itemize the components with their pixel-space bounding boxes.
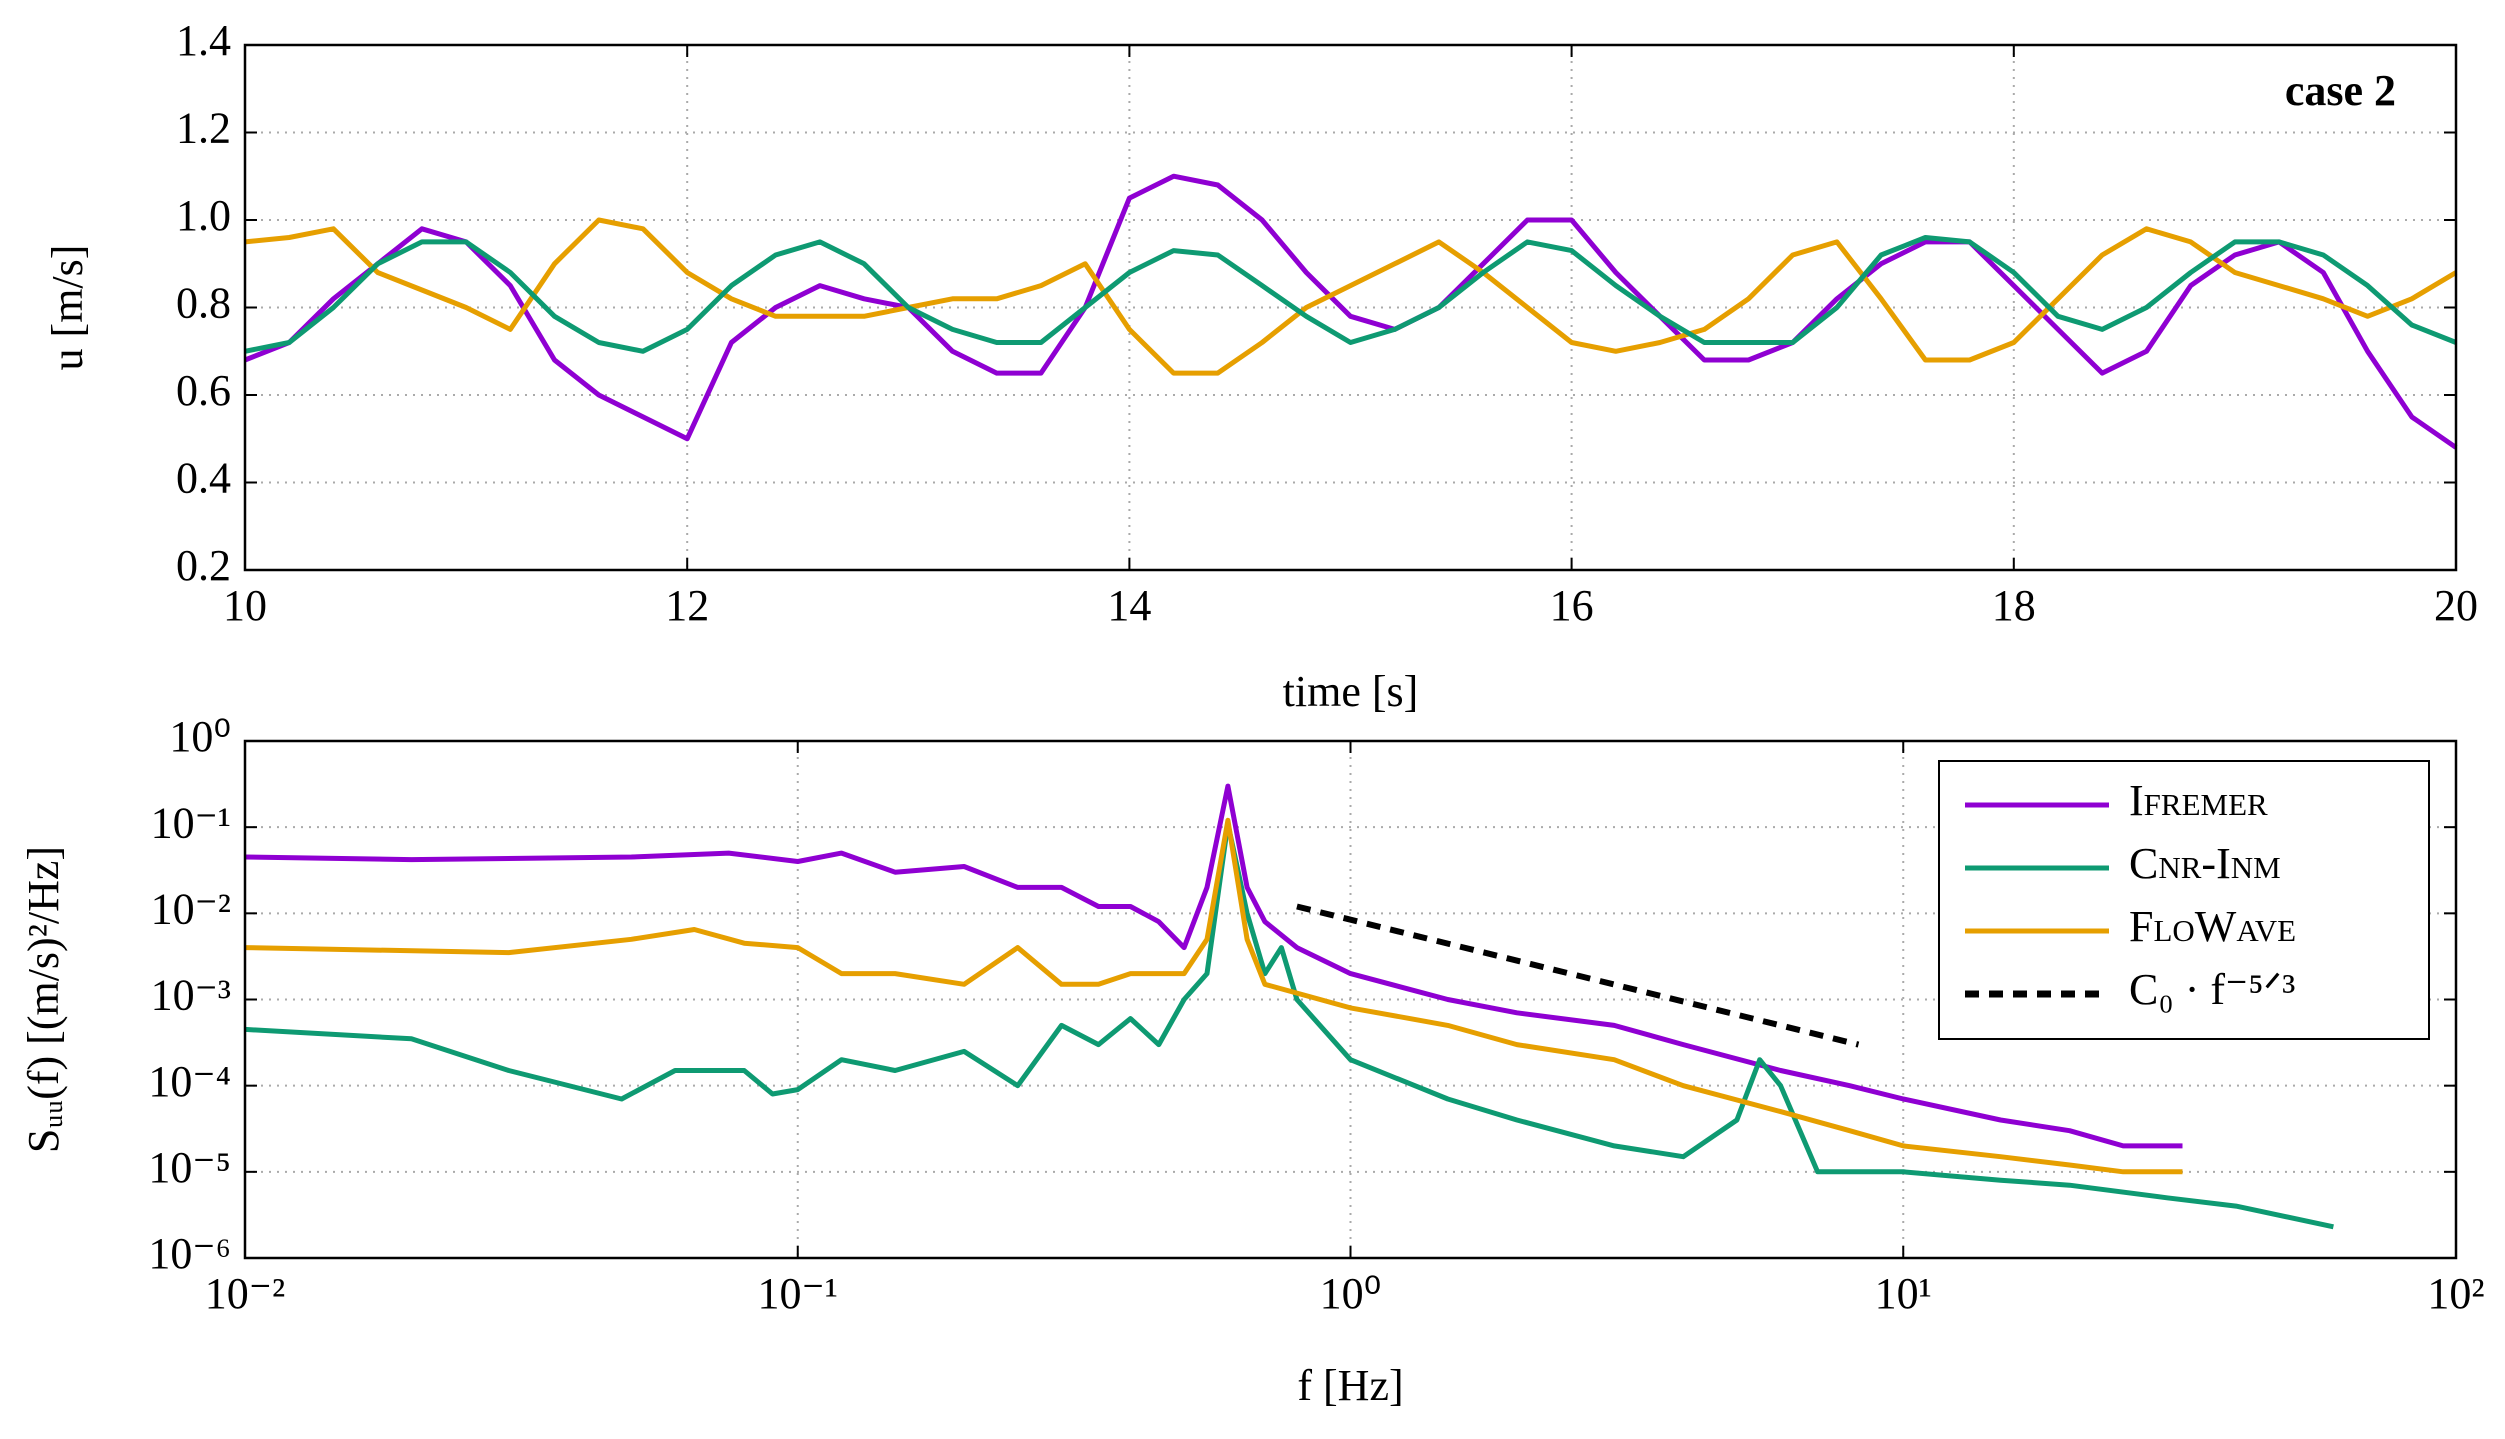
y-axis-label: Sᵤᵤ(f) [(m/s)²/Hz] — [19, 846, 68, 1153]
legend-label: Ifremer — [2129, 776, 2268, 825]
y-tick-label: 10⁻¹ — [151, 798, 231, 847]
y-tick-label: 0.4 — [176, 454, 231, 503]
y-tick-label: 1.4 — [176, 16, 231, 65]
y-tick-label: 1.2 — [176, 104, 231, 153]
x-tick-label: 10¹ — [1875, 1269, 1932, 1318]
x-tick-label: 14 — [1107, 581, 1151, 630]
y-axis-label: u [m/s] — [43, 245, 92, 371]
x-tick-label: 10⁻¹ — [758, 1269, 838, 1318]
y-tick-label: 1.0 — [176, 191, 231, 240]
axes-frame — [243, 43, 2458, 572]
x-tick-label: 10 — [223, 581, 267, 630]
x-axis-label: f [Hz] — [1297, 1361, 1403, 1410]
x-tick-label: 10⁻² — [205, 1269, 285, 1318]
series-line — [1296, 903, 1860, 1048]
series-line — [244, 817, 2183, 1175]
x-tick-label: 18 — [1992, 581, 2036, 630]
x-tick-label: 12 — [665, 581, 709, 630]
axes-frame — [243, 739, 2458, 1260]
y-tick-label: 10⁰ — [169, 712, 231, 761]
series-line — [244, 173, 2458, 450]
x-tick-label: 20 — [2434, 581, 2478, 630]
y-tick-label: 0.6 — [176, 366, 231, 415]
plot-lines — [244, 173, 2458, 450]
y-tick-label: 10⁻² — [151, 884, 231, 933]
legend-label: C₀ · f⁻⁵ᐟ³ — [2129, 965, 2295, 1014]
legend-label: FloWave — [2129, 902, 2296, 951]
annotation: case 2 — [2285, 66, 2396, 115]
x-tick-label: 10² — [2427, 1269, 2484, 1318]
plot-lines — [244, 783, 2334, 1230]
x-tick-label: 10⁰ — [1320, 1269, 1382, 1318]
series-line — [244, 783, 2183, 1149]
series-line — [244, 235, 2457, 354]
legend-label: Cnr-Inm — [2129, 839, 2281, 888]
y-tick-label: 10⁻⁶ — [148, 1229, 231, 1278]
x-axis-label: time [s] — [1283, 667, 1419, 716]
y-tick-label: 10⁻⁵ — [148, 1143, 231, 1192]
y-tick-label: 0.8 — [176, 279, 231, 328]
y-tick-label: 10⁻⁴ — [148, 1057, 231, 1106]
series-line — [244, 217, 2458, 376]
y-tick-label: 0.2 — [176, 541, 231, 590]
x-tick-label: 16 — [1550, 581, 1594, 630]
y-tick-label: 10⁻³ — [151, 971, 231, 1020]
